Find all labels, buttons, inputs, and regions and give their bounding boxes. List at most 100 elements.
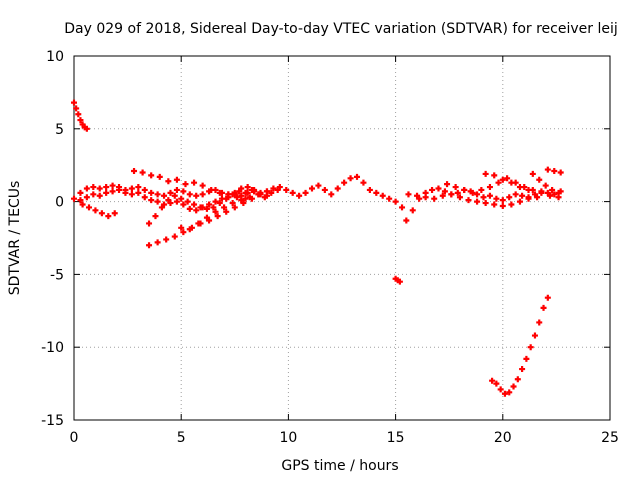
data-point <box>328 191 335 198</box>
data-point <box>403 217 410 224</box>
data-point <box>135 184 142 191</box>
data-point <box>448 191 455 198</box>
data-point <box>180 229 187 236</box>
data-point <box>148 189 155 196</box>
data-point <box>116 186 123 193</box>
data-point <box>486 192 493 199</box>
data-point <box>555 189 562 196</box>
data-point <box>242 189 249 196</box>
data-point <box>435 185 442 192</box>
data-point <box>221 204 228 211</box>
data-series <box>489 294 551 397</box>
data-points <box>71 99 564 397</box>
data-point <box>171 233 178 240</box>
x-tick-label: 10 <box>279 430 297 446</box>
data-point <box>109 188 116 195</box>
data-point <box>73 105 80 112</box>
data-series <box>71 99 90 132</box>
data-point <box>83 185 90 192</box>
data-point <box>283 186 290 193</box>
data-point <box>461 186 468 193</box>
data-point <box>173 186 180 193</box>
data-point <box>334 185 341 192</box>
data-point <box>210 204 217 211</box>
data-point <box>386 195 393 202</box>
data-point <box>268 189 275 196</box>
data-point <box>208 186 215 193</box>
data-point <box>506 194 513 201</box>
data-point <box>392 198 399 205</box>
data-point <box>206 201 213 208</box>
axis-ticks <box>73 55 611 421</box>
data-point <box>193 207 200 214</box>
data-series <box>178 188 270 233</box>
plot-area-border <box>73 55 611 421</box>
data-point <box>321 186 328 193</box>
data-point <box>193 192 200 199</box>
data-point <box>180 201 187 208</box>
y-tick-labels: -15 -10 -5 0 5 10 <box>41 49 64 429</box>
data-point <box>171 192 178 199</box>
data-point <box>223 208 230 215</box>
y-axis-label: SDTVAR / TECUs <box>7 181 23 296</box>
data-point <box>191 179 198 186</box>
data-point <box>274 186 281 193</box>
data-point <box>248 186 255 193</box>
data-point <box>510 383 517 390</box>
data-point <box>480 194 487 201</box>
data-point <box>135 189 142 196</box>
data-point <box>203 205 210 212</box>
data-point <box>148 197 155 204</box>
data-point <box>546 192 553 199</box>
data-point <box>497 386 504 393</box>
data-point <box>366 186 373 193</box>
data-point <box>139 169 146 176</box>
data-point <box>96 192 103 199</box>
data-point <box>538 189 545 196</box>
data-point <box>414 192 421 199</box>
data-point <box>186 226 193 233</box>
data-point <box>163 236 170 243</box>
data-point <box>465 197 472 204</box>
data-point <box>154 239 161 246</box>
data-point <box>508 179 515 186</box>
data-point <box>146 242 153 249</box>
x-tick-label: 15 <box>387 430 405 446</box>
data-point <box>111 210 118 217</box>
data-point <box>474 198 481 205</box>
data-point <box>308 185 315 192</box>
data-point <box>439 192 446 199</box>
data-point <box>495 179 502 186</box>
data-series <box>392 275 403 285</box>
data-point <box>79 201 86 208</box>
data-point <box>86 204 93 211</box>
data-point <box>529 170 536 177</box>
data-point <box>478 186 485 193</box>
data-point <box>315 182 322 189</box>
data-point <box>531 332 538 339</box>
data-point <box>173 198 180 205</box>
x-tick-label: 5 <box>177 430 186 446</box>
data-point <box>75 111 82 118</box>
data-point <box>396 278 403 285</box>
data-point <box>156 173 163 180</box>
data-point <box>516 198 523 205</box>
data-point <box>489 377 496 384</box>
data-point <box>173 176 180 183</box>
data-point <box>441 188 448 195</box>
data-point <box>379 192 386 199</box>
data-point <box>493 380 500 387</box>
data-point <box>347 175 354 182</box>
data-point <box>542 182 549 189</box>
data-point <box>161 192 168 199</box>
data-point <box>482 170 489 177</box>
data-point <box>195 220 202 227</box>
data-point <box>131 168 138 175</box>
data-point <box>514 376 521 383</box>
data-point <box>71 195 77 202</box>
data-point <box>512 191 519 198</box>
data-point <box>90 184 97 191</box>
data-point <box>236 188 243 195</box>
x-tick-labels: 0 5 10 15 20 25 <box>70 430 619 446</box>
x-tick-label: 0 <box>70 430 79 446</box>
